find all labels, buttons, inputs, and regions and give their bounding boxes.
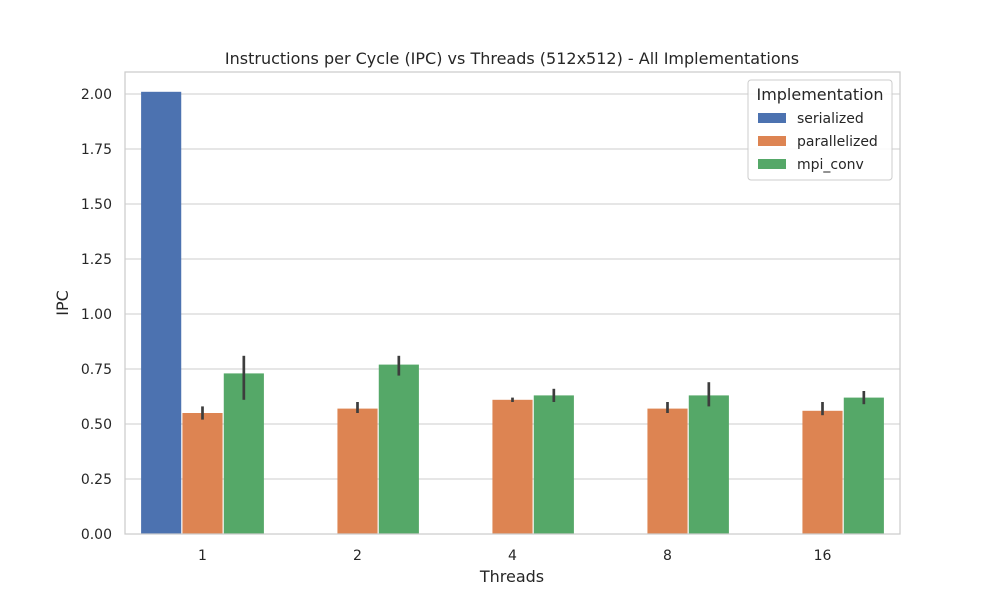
y-tick-label: 1.50: [81, 197, 112, 213]
x-tick-label: 2: [353, 548, 362, 564]
legend-swatch-serialized: [758, 113, 786, 123]
x-tick-label: 4: [508, 548, 517, 564]
bar-mpi_conv-2: [378, 364, 419, 534]
bar-mpi_conv-8: [688, 395, 729, 534]
bar-mpi_conv-16: [843, 397, 884, 534]
chart-title: Instructions per Cycle (IPC) vs Threads …: [225, 49, 799, 68]
y-tick-label: 0.00: [81, 527, 112, 543]
legend-title: Implementation: [756, 85, 883, 104]
error-bars: [201, 355, 866, 420]
y-tick-label: 1.00: [81, 307, 112, 323]
x-tick-label: 16: [814, 548, 832, 564]
x-tick-label: 8: [663, 548, 672, 564]
bars: [141, 91, 884, 535]
y-axis-label: IPC: [53, 290, 72, 316]
bar-serialized-1: [141, 91, 182, 535]
bar-parallelized-4: [492, 399, 533, 534]
legend-label-serialized: serialized: [797, 111, 864, 127]
bar-parallelized-8: [647, 408, 688, 534]
plot-frame: [124, 71, 901, 535]
y-tick-label: 1.25: [81, 252, 112, 268]
y-tick-labels: 0.00 0.25 0.50 0.75 1.00 1.25 1.50 1.75 2.00: [81, 87, 112, 543]
bar-mpi_conv-1: [223, 373, 264, 534]
bar-parallelized-1: [182, 413, 223, 534]
legend-label-parallelized: parallelized: [797, 134, 878, 150]
legend-label-mpi_conv: mpi_conv: [797, 157, 864, 173]
legend-box: [747, 79, 893, 181]
legend: Implementation serialized parallelized mpi…: [747, 79, 893, 181]
y-tick-label: 0.75: [81, 362, 112, 378]
x-tick-labels: 1 2 4 8 16: [198, 548, 831, 564]
y-tick-label: 2.00: [81, 87, 112, 103]
y-tick-label: 0.50: [81, 417, 112, 433]
legend-swatch-mpi_conv: [758, 159, 786, 169]
bar-parallelized-2: [337, 408, 378, 534]
y-tick-label: 0.25: [81, 472, 112, 488]
bar-parallelized-16: [802, 410, 843, 534]
x-tick-label: 1: [198, 548, 207, 564]
bar-mpi_conv-4: [533, 395, 574, 534]
legend-swatch-parallelized: [758, 136, 786, 146]
y-tick-label: 1.75: [81, 142, 112, 158]
x-axis-label: Threads: [479, 567, 544, 586]
